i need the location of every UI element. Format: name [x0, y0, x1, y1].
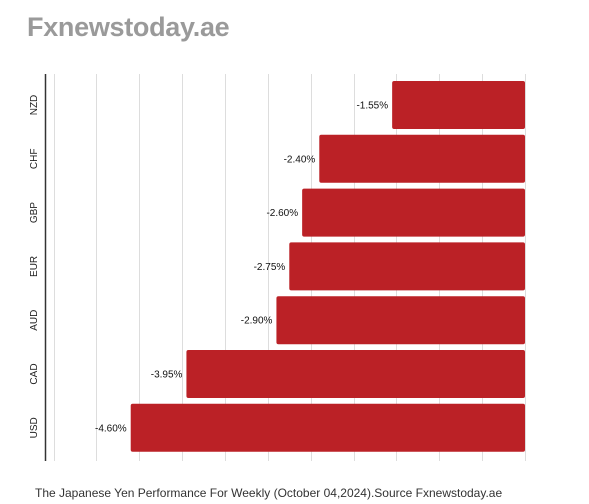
category-label-nzd: NZD: [29, 95, 40, 116]
bar-chf: [319, 134, 525, 183]
labels: -1.55% NZD -2.40% CHF -2.60% GBP -2.75% EUR -2.9…: [29, 95, 388, 439]
value-label-gbp: -2.60%: [266, 208, 298, 219]
bar-gbp: [302, 188, 525, 237]
value-label-aud: -2.90%: [241, 316, 273, 327]
value-label-usd: -4.60%: [95, 423, 127, 434]
category-label-eur: EUR: [29, 256, 40, 277]
value-label-chf: -2.40%: [284, 154, 316, 165]
bar-nzd: [392, 81, 525, 129]
value-label-nzd: -1.55%: [356, 101, 388, 112]
value-label-eur: -2.75%: [254, 262, 286, 273]
category-label-aud: AUD: [29, 310, 40, 331]
bar-eur: [289, 242, 525, 291]
bar-cad: [186, 350, 525, 398]
category-label-gbp: GBP: [29, 202, 40, 223]
bar-aud: [276, 296, 525, 345]
chart-caption: The Japanese Yen Performance For Weekly …: [35, 486, 503, 500]
bar-usd: [130, 403, 525, 452]
bars: [130, 81, 525, 452]
category-label-cad: CAD: [29, 363, 40, 384]
value-label-cad: -3.95%: [151, 370, 183, 381]
category-label-chf: CHF: [29, 149, 40, 170]
brand-logo-text: Fxnewstoday.ae: [27, 12, 230, 42]
category-label-usd: USD: [29, 417, 40, 438]
